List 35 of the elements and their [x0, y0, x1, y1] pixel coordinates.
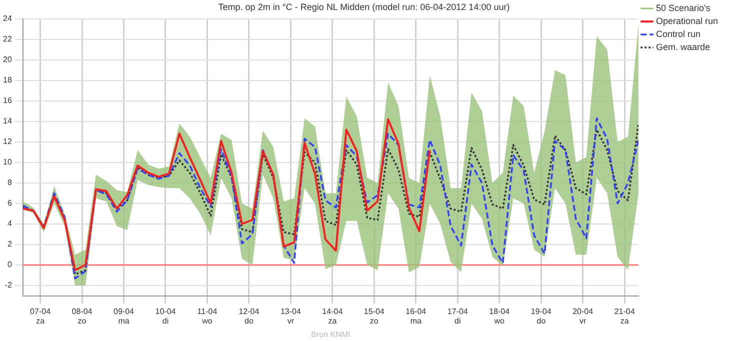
legend-label: Control run	[656, 28, 700, 39]
x-tick-label: 13-04 vr	[280, 306, 302, 326]
y-tick-label: 20	[2, 55, 12, 64]
y-tick-label: 10	[2, 158, 12, 167]
y-tick-label: 16	[2, 96, 12, 106]
y-tick-label: 22	[2, 34, 12, 44]
x-tick-label: 10-04 di	[155, 306, 176, 326]
y-tick-label: 6	[7, 198, 12, 208]
x-tick-label: 18-04 wo	[489, 306, 510, 326]
x-tick-label: 08-04 zo	[72, 306, 93, 326]
y-tick-label: 2	[7, 240, 12, 249]
y-tick-label: -2	[4, 280, 12, 290]
y-tick-label: 12	[2, 137, 12, 146]
y-tick-label: 8	[7, 178, 12, 188]
x-tick-label: 09-04 ma	[114, 306, 135, 326]
x-tick-label: 15-04 zo	[364, 306, 385, 326]
y-tick-label: 4	[7, 219, 12, 228]
x-tick-label: 19-04 do	[530, 306, 552, 326]
legend-label: 50 Scenario's	[656, 2, 711, 13]
x-tick-label: 21-04 za	[614, 306, 636, 326]
legend-label: Gem. waarde	[656, 42, 710, 52]
x-tick-label: 14-04 za	[322, 306, 344, 326]
y-tick-label: 24	[2, 14, 12, 24]
chart-title: Temp. op 2m in °C - Regio NL Midden (model run: 06-04-2012 14:00 uur)	[218, 2, 510, 12]
y-tick-label: 18	[2, 76, 12, 85]
y-tick-label: 0	[7, 260, 12, 270]
x-tick-label: 11-04 wo	[197, 306, 218, 326]
x-tick-label: 16-04 ma	[406, 306, 427, 326]
text: Bron KNMI	[311, 330, 350, 339]
x-tick-label: 20-04 vr	[572, 306, 594, 326]
legend-label: Operational run	[656, 16, 718, 26]
y-tick-label: 14	[2, 116, 12, 126]
x-tick-label: 17-04 di	[447, 306, 468, 326]
x-tick-label: 07-04 za	[30, 306, 52, 326]
x-tick-label: 12-04 do	[238, 306, 260, 326]
